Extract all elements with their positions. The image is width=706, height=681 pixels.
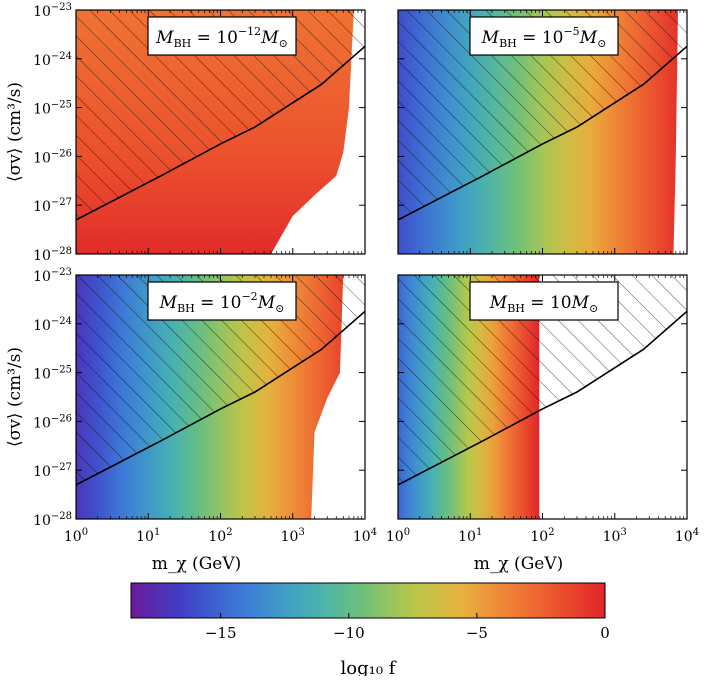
colorbar: −15 −10 −5 0 log₁₀ f bbox=[130, 582, 610, 679]
black-hole-mass-label: MBH = 10M⊙ bbox=[489, 293, 598, 315]
y-tick-label: 10−23 bbox=[33, 2, 72, 20]
no-data-region bbox=[673, 10, 687, 254]
black-hole-mass-label: MBH = 10−2M⊙ bbox=[159, 290, 285, 315]
x-axis-label: m_χ (GeV) bbox=[474, 554, 564, 574]
mass-label-box bbox=[469, 16, 619, 56]
excluded-region-hatch bbox=[398, 10, 687, 220]
y-tick-label: 10−26 bbox=[33, 413, 72, 431]
black-hole-mass-label: MBH = 10−12M⊙ bbox=[155, 25, 288, 50]
colorbar-label: log₁₀ f bbox=[341, 658, 397, 676]
y-tick-label: 10−26 bbox=[33, 148, 72, 166]
exclusion-boundary-line bbox=[76, 310, 365, 486]
mass-label-box bbox=[147, 281, 297, 321]
y-tick-label: 10−25 bbox=[33, 100, 72, 118]
panel-4: MBH = 10M⊙ 100 101 102 103 104 bbox=[386, 274, 699, 545]
y-axis-label: ⟨σv⟩ (cm³/s) bbox=[5, 82, 25, 182]
x-tick-label: 102 bbox=[208, 527, 232, 545]
x-tick-label: 101 bbox=[458, 527, 482, 545]
mass-label-box bbox=[469, 281, 619, 321]
y-tick-label: 10−27 bbox=[33, 197, 72, 215]
excluded-region-hatch bbox=[76, 275, 365, 485]
y-axis-label: ⟨σv⟩ (cm³/s) bbox=[5, 347, 25, 447]
x-tick-label: 102 bbox=[530, 527, 554, 545]
panel-3: MBH = 10−2M⊙ 10−28 10−27 10−26 10−25 10−24 10−… bbox=[33, 267, 377, 545]
colorbar-gradient bbox=[130, 582, 606, 619]
colorbar-tick-label: −10 bbox=[333, 624, 365, 642]
x-tick-label: 101 bbox=[136, 527, 160, 545]
x-tick-label: 104 bbox=[353, 527, 377, 545]
exclusion-boundary-line bbox=[398, 310, 687, 486]
x-axis-label: m_χ (GeV) bbox=[152, 554, 242, 574]
y-tick-label: 10−28 bbox=[33, 246, 72, 264]
colorbar-tick-label: −15 bbox=[205, 624, 237, 642]
excluded-region-hatch bbox=[76, 10, 365, 220]
exclusion-boundary-line bbox=[76, 45, 365, 221]
no-data-region bbox=[311, 275, 365, 519]
mass-label-box bbox=[147, 16, 297, 56]
excluded-region-hatch bbox=[398, 275, 687, 485]
y-tick-label: 10−25 bbox=[33, 365, 72, 383]
x-tick-label: 104 bbox=[675, 527, 699, 545]
panel-2: MBH = 10−5M⊙ bbox=[397, 9, 688, 255]
colorbar-tick-label: −5 bbox=[466, 624, 488, 642]
x-tick-label: 103 bbox=[603, 527, 627, 545]
x-tick-label: 100 bbox=[64, 527, 88, 545]
colorbar-tick-label: 0 bbox=[600, 624, 610, 642]
exclusion-boundary-line bbox=[398, 45, 687, 221]
no-data-region bbox=[271, 10, 365, 254]
black-hole-mass-label: MBH = 10−5M⊙ bbox=[481, 25, 607, 50]
y-tick-label: 10−23 bbox=[33, 267, 72, 285]
y-tick-label: 10−27 bbox=[33, 462, 72, 480]
x-tick-label: 100 bbox=[386, 527, 410, 545]
x-tick-label: 103 bbox=[281, 527, 305, 545]
y-tick-label: 10−24 bbox=[33, 316, 72, 334]
y-tick-label: 10−24 bbox=[33, 51, 72, 69]
panel-1: MBH = 10−12M⊙ 10−28 10−27 10−26 10−25 10−24 10… bbox=[33, 2, 366, 264]
y-tick-label: 10−28 bbox=[33, 511, 72, 529]
